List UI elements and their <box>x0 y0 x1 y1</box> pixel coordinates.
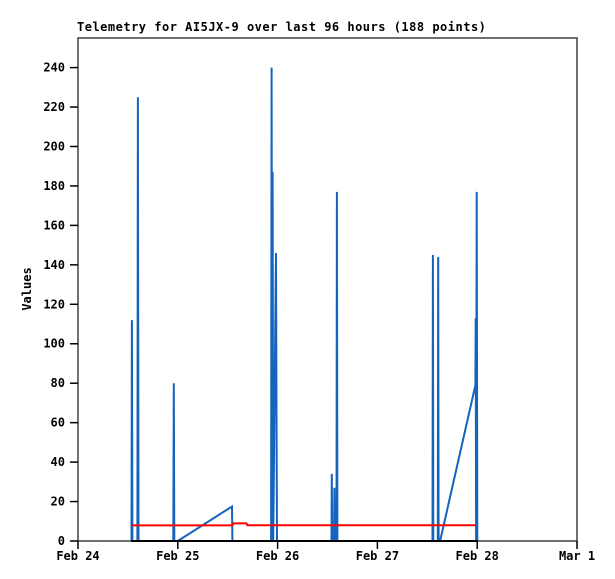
y-tick-label: 200 <box>43 139 65 153</box>
y-tick-label: 160 <box>43 218 65 232</box>
y-tick-label: 60 <box>51 416 65 430</box>
y-tick-label: 240 <box>43 61 65 75</box>
y-tick-label: 180 <box>43 179 65 193</box>
y-tick-label: 120 <box>43 297 65 311</box>
series-blue <box>130 67 479 542</box>
x-tick-label: Feb 27 <box>356 549 399 563</box>
y-tick-label: 0 <box>58 534 65 548</box>
axis-ticks: 0 20 40 60 80 100 120 140 160 180 200 220 240 Feb 24 F… <box>43 61 595 563</box>
x-tick-label: Feb 26 <box>256 549 299 563</box>
chart-title: Telemetry for AI5JX-9 over last 96 hours… <box>77 20 486 34</box>
series-red <box>131 522 476 527</box>
y-axis-title: Values <box>20 267 34 310</box>
plot-border <box>77 37 578 542</box>
y-tick-label: 20 <box>51 495 65 509</box>
y-tick-label: 140 <box>43 258 65 272</box>
x-tick-label: Feb 28 <box>456 549 499 563</box>
y-tick-label: 80 <box>51 376 65 390</box>
x-tick-label: Feb 25 <box>156 549 199 563</box>
x-tick-label: Mar 1 <box>559 549 595 563</box>
chart-series <box>130 67 479 542</box>
plot-frame <box>77 37 578 542</box>
y-tick-label: 40 <box>51 455 65 469</box>
y-tick-label: 220 <box>43 100 65 114</box>
y-tick-label: 100 <box>43 337 65 351</box>
x-tick-label: Feb 24 <box>56 549 99 563</box>
